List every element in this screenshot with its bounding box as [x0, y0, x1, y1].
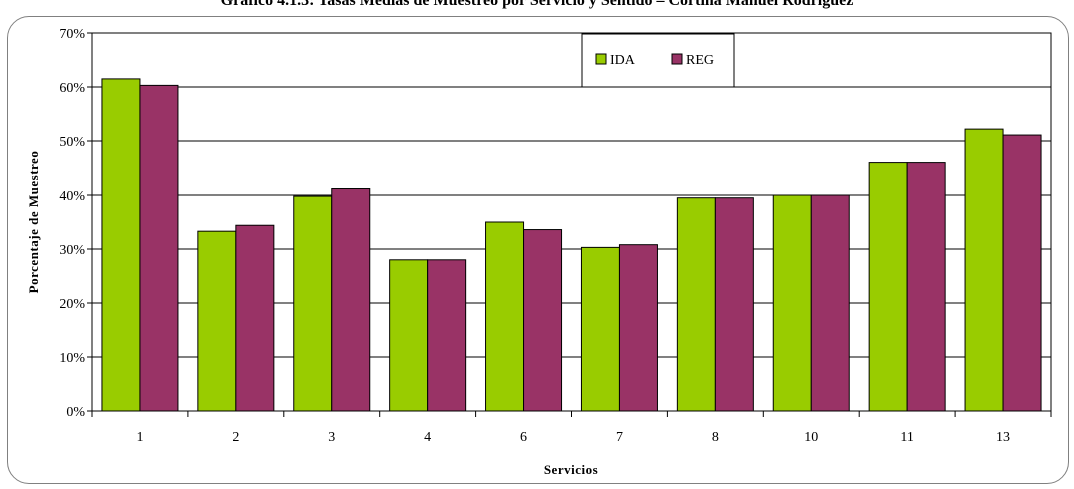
- x-tick-label: 6: [520, 430, 527, 445]
- y-tick-label: 60%: [59, 81, 85, 96]
- bar-ida-13: [964, 128, 1004, 412]
- legend: IDA REG: [581, 33, 735, 88]
- bar-reg-6: [523, 229, 563, 412]
- chart-title: Gráfico 4.1.3: Tasas Medias de Muestreo …: [220, 0, 854, 9]
- bars: [101, 78, 1042, 412]
- x-tick-label: 2: [232, 430, 239, 445]
- x-axis-title: Servicios: [544, 462, 598, 477]
- x-tick-label: 7: [616, 430, 623, 445]
- legend-swatch-reg: [671, 53, 683, 65]
- y-tick-label: 30%: [59, 243, 85, 258]
- bar-ida-6: [485, 221, 525, 412]
- bar-ida-10: [772, 194, 812, 412]
- x-tick-label: 13: [996, 430, 1010, 445]
- bar-ida-11: [868, 162, 908, 412]
- y-axis: 0% 10% 20% 30% 40% 50% 60% 70%: [59, 27, 92, 420]
- bar-reg-4: [427, 259, 467, 412]
- x-tick-label: 8: [712, 430, 719, 445]
- legend-label-reg: REG: [686, 53, 714, 68]
- legend-box: [581, 33, 735, 88]
- y-tick-label: 10%: [59, 351, 85, 366]
- bar-reg-11: [906, 162, 946, 412]
- bar-reg-3: [331, 188, 371, 412]
- y-tick-label: 40%: [59, 189, 85, 204]
- y-tick-label: 20%: [59, 297, 85, 312]
- legend-swatch-ida: [595, 53, 607, 65]
- bar-reg-10: [810, 194, 850, 412]
- y-tick-label: 50%: [59, 135, 85, 150]
- x-axis: 1 2 3 4 6 7 8 10 11 13: [91, 411, 1052, 445]
- bar-reg-7: [618, 244, 658, 412]
- x-tick-label: 10: [804, 430, 818, 445]
- bar-ida-7: [580, 246, 620, 412]
- bar-ida-8: [676, 197, 716, 412]
- bar-ida-3: [293, 195, 333, 412]
- y-axis-title: Porcentaje de Muestreo: [26, 151, 41, 294]
- bar-ida-2: [197, 230, 237, 412]
- bar-reg-1: [139, 84, 179, 412]
- bar-reg-2: [235, 224, 275, 412]
- chart-frame: [7, 16, 1069, 484]
- bar-ida-4: [389, 259, 429, 412]
- bar-ida-1: [101, 78, 141, 412]
- bar-reg-8: [714, 197, 754, 412]
- legend-label-ida: IDA: [610, 53, 636, 68]
- x-tick-label: 4: [424, 430, 431, 445]
- y-tick-label: 0%: [66, 405, 85, 420]
- y-tick-label: 70%: [59, 27, 85, 42]
- x-tick-label: 1: [136, 430, 143, 445]
- x-tick-label: 11: [900, 430, 913, 445]
- x-tick-label: 3: [328, 430, 335, 445]
- bar-reg-13: [1002, 134, 1042, 412]
